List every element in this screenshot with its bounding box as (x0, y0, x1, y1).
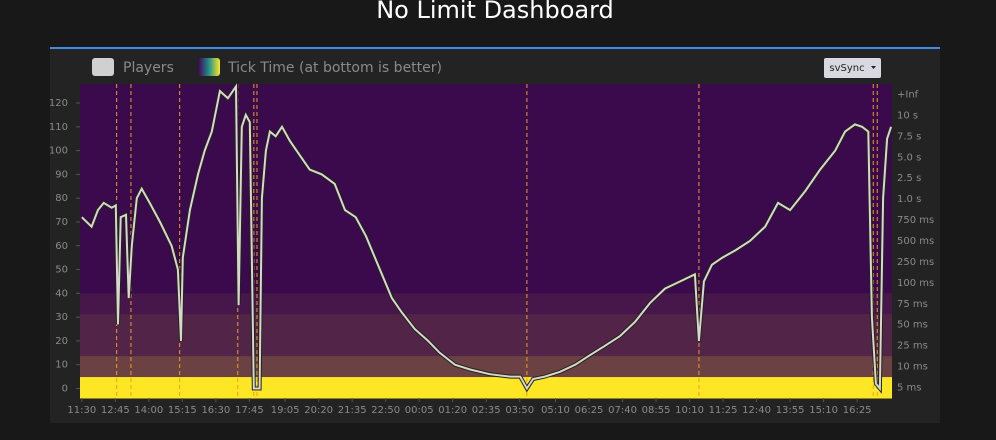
y-tick-label: 110 (49, 122, 68, 133)
heatmap-cell (80, 104, 892, 127)
legend-label[interactable]: Tick Time (at bottom is better) (227, 60, 442, 76)
heatmap-cell (80, 356, 892, 378)
y-tick-label: 120 (49, 98, 68, 109)
heatmap-cell (80, 272, 892, 294)
heatmap-cell (80, 167, 892, 190)
x-tick-label: 10:10 (675, 405, 704, 416)
heatmap-cell (80, 293, 892, 315)
x-tick-label: 21:35 (338, 405, 367, 416)
y2-tick-label: 10 ms (897, 362, 928, 373)
y-tick-label: 20 (55, 336, 68, 347)
x-tick-label: 02:35 (472, 405, 501, 416)
x-tick-label: 05:10 (541, 405, 570, 416)
y-tick-label: 30 (55, 312, 68, 323)
y2-tick-label: 500 ms (897, 236, 934, 247)
y-tick-label: 40 (55, 288, 68, 299)
x-tick-label: 19:05 (271, 405, 300, 416)
x-tick-label: 20:20 (304, 405, 333, 416)
panel-border (50, 47, 940, 49)
players-line (81, 83, 893, 392)
dropdown-label[interactable]: svSync (829, 63, 864, 74)
y2-tick-label: 5 ms (897, 383, 922, 394)
y-tick-label: 70 (55, 217, 68, 228)
x-tick-label: 12:45 (101, 405, 130, 416)
x-tick-label: 08:55 (642, 405, 671, 416)
x-tick-label: 17:45 (235, 405, 264, 416)
y2-tick-label: 1.0 s (897, 194, 921, 205)
y2-tick-label: +Inf (897, 89, 919, 100)
x-tick-label: 12:40 (742, 405, 771, 416)
x-tick-label: 16:30 (201, 405, 230, 416)
dashboard-title: No Limit Dashboard (376, 0, 614, 24)
heatmap-cell (80, 251, 892, 273)
y-tick-label: 100 (49, 146, 68, 157)
y2-tick-label: 50 ms (897, 320, 928, 331)
heatmap-cell (80, 230, 892, 252)
y2-tick-label: 25 ms (897, 341, 928, 352)
legend-swatch[interactable] (198, 58, 220, 76)
heatmap-cell (80, 314, 892, 336)
y-tick-label: 60 (55, 241, 68, 252)
y2-tick-label: 5.0 s (897, 152, 921, 163)
x-tick-label: 13:55 (776, 405, 805, 416)
y-tick-label: 80 (55, 193, 68, 204)
x-tick-label: 06:25 (575, 405, 604, 416)
y2-tick-label: 75 ms (897, 299, 928, 310)
heatmap-cell (80, 335, 892, 357)
x-tick-label: 00:05 (405, 405, 434, 416)
heatmap-cell (80, 125, 892, 148)
dropdown-button[interactable] (824, 58, 881, 78)
x-tick-label: 14:00 (134, 405, 163, 416)
x-tick-label: 07:40 (608, 405, 637, 416)
y-tick-label: 10 (55, 360, 68, 371)
x-tick-label: 11:25 (709, 405, 738, 416)
y-tick-label: 50 (55, 265, 68, 276)
x-tick-label: 11:30 (67, 405, 96, 416)
x-tick-label: 15:15 (168, 405, 197, 416)
y2-tick-label: 10 s (897, 110, 918, 121)
y2-tick-label: 250 ms (897, 257, 934, 268)
heatmap-cell (80, 146, 892, 169)
heatmap-cell (80, 188, 892, 211)
legend-label[interactable]: Players (123, 60, 174, 76)
x-tick-label: 03:50 (505, 405, 534, 416)
x-tick-label: 15:10 (809, 405, 838, 416)
y2-tick-label: 2.5 s (897, 173, 921, 184)
y2-tick-label: 750 ms (897, 215, 934, 226)
y-tick-label: 0 (62, 383, 68, 394)
y2-tick-label: 7.5 s (897, 131, 921, 142)
x-tick-label: 16:25 (843, 405, 872, 416)
y-tick-label: 90 (55, 169, 68, 180)
dropdown-caret (871, 66, 876, 69)
heatmap-cell (80, 209, 892, 232)
heatmap-cell (80, 377, 892, 399)
y2-tick-label: 100 ms (897, 278, 934, 289)
legend-swatch[interactable] (92, 58, 114, 76)
x-tick-label: 01:20 (438, 405, 467, 416)
heatmap-cell (80, 84, 892, 106)
x-tick-label: 22:50 (371, 405, 400, 416)
